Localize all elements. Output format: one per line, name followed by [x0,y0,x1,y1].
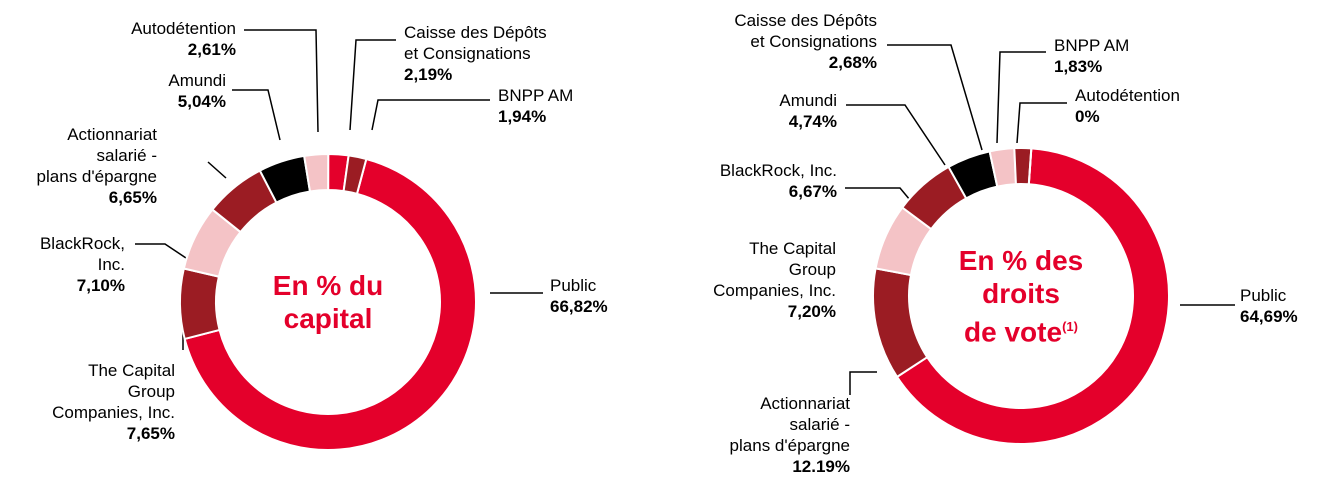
category-name: BlackRock, Inc. [719,161,837,180]
title-note: (1) [1062,319,1078,334]
leader-lines [135,29,1235,395]
category-name: Actionnariat salarié - plans d'épargne [36,125,157,186]
value-label: 7,20% [787,302,836,321]
category-name: Actionnariat salarié - plans d'épargne [729,394,850,455]
donut-segment [183,157,477,451]
donut-segment [1013,147,1033,186]
segment-label: Caisse des Dépôts et Consignations 2,68% [734,10,877,73]
title-text: En % des droits de vote [958,245,1084,348]
segment-label: BlackRock, Inc. 6,67% [720,160,837,202]
leader-line [887,44,983,151]
leader-line [349,39,396,131]
category-name: Autodétention [131,19,236,38]
segment-label: Amundi 4,74% [779,90,837,132]
segment-label: Autodétention 0% [1075,85,1180,127]
category-name: BlackRock, Inc. [39,234,125,274]
leader-line [135,243,187,259]
category-name: Public [550,276,597,295]
leader-line [207,161,227,179]
segment-label: BlackRock, Inc. 7,10% [40,233,125,296]
category-name: The Capital Group Companies, Inc. [52,361,175,422]
donut [179,152,477,451]
value-label: 6,65% [108,188,157,207]
value-label: 6,67% [788,182,837,201]
donut-segment [342,154,368,196]
value-label: 66,82% [550,297,608,316]
center-title: En % des droits de vote(1) [911,244,1131,348]
donut-segment [895,147,1170,445]
category-name: BNPP AM [498,86,574,105]
category-name: BNPP AM [1054,36,1130,55]
value-label: 1,94% [498,107,547,126]
value-label: 64,69% [1240,307,1298,326]
segment-label: Public 64,69% [1240,285,1298,327]
leader-line [371,99,490,131]
leader-line [1016,102,1067,144]
center-title: En % du capital [218,269,438,335]
segment-label: BNPP AM 1,83% [1054,35,1129,77]
segment-label: Public 66,82% [550,275,608,317]
value-label: 7,10% [76,276,125,295]
segment-label: BNPP AM 1,94% [498,85,573,127]
value-label: 12.19% [792,457,850,476]
value-label: 1,83% [1054,57,1103,76]
title-text: En % du capital [272,270,384,334]
value-label: 2,61% [187,40,236,59]
leader-line [849,371,877,395]
category-name: The Capital Group Companies, Inc. [713,239,836,300]
segment-label: The Capital Group Companies, Inc. 7,20% [713,238,836,322]
value-label: 2,19% [404,65,453,84]
segment-label: Amundi 5,04% [168,70,226,112]
segment-label: Actionnariat salarié - plans d'épargne 12… [730,393,850,477]
category-name: Autodétention [1075,86,1180,105]
value-label: 0% [1075,107,1100,126]
segment-label: Autodétention 2,61% [131,18,236,60]
category-name: Amundi [168,71,226,90]
leader-line [996,51,1046,144]
segment-label: Caisse des Dépôts et Consignations 2,19% [404,22,547,85]
value-label: 2,68% [828,53,877,72]
value-label: 4,74% [788,112,837,131]
value-label: 7,65% [126,424,175,443]
segment-label: Actionnariat salarié - plans d'épargne 6,… [37,124,157,208]
donut [872,147,1170,445]
category-name: Amundi [779,91,837,110]
segment-label: The Capital Group Companies, Inc. 7,65% [52,360,175,444]
leader-line [845,187,911,201]
leader-line [232,89,281,141]
value-label: 5,04% [177,92,226,111]
category-name: Public [1240,286,1287,305]
category-name: Caisse des Dépôts et Consignations [734,11,877,51]
category-name: Caisse des Dépôts et Consignations [404,23,547,63]
donut-segment [179,267,221,341]
leader-line [244,29,319,133]
leader-line [846,104,946,166]
